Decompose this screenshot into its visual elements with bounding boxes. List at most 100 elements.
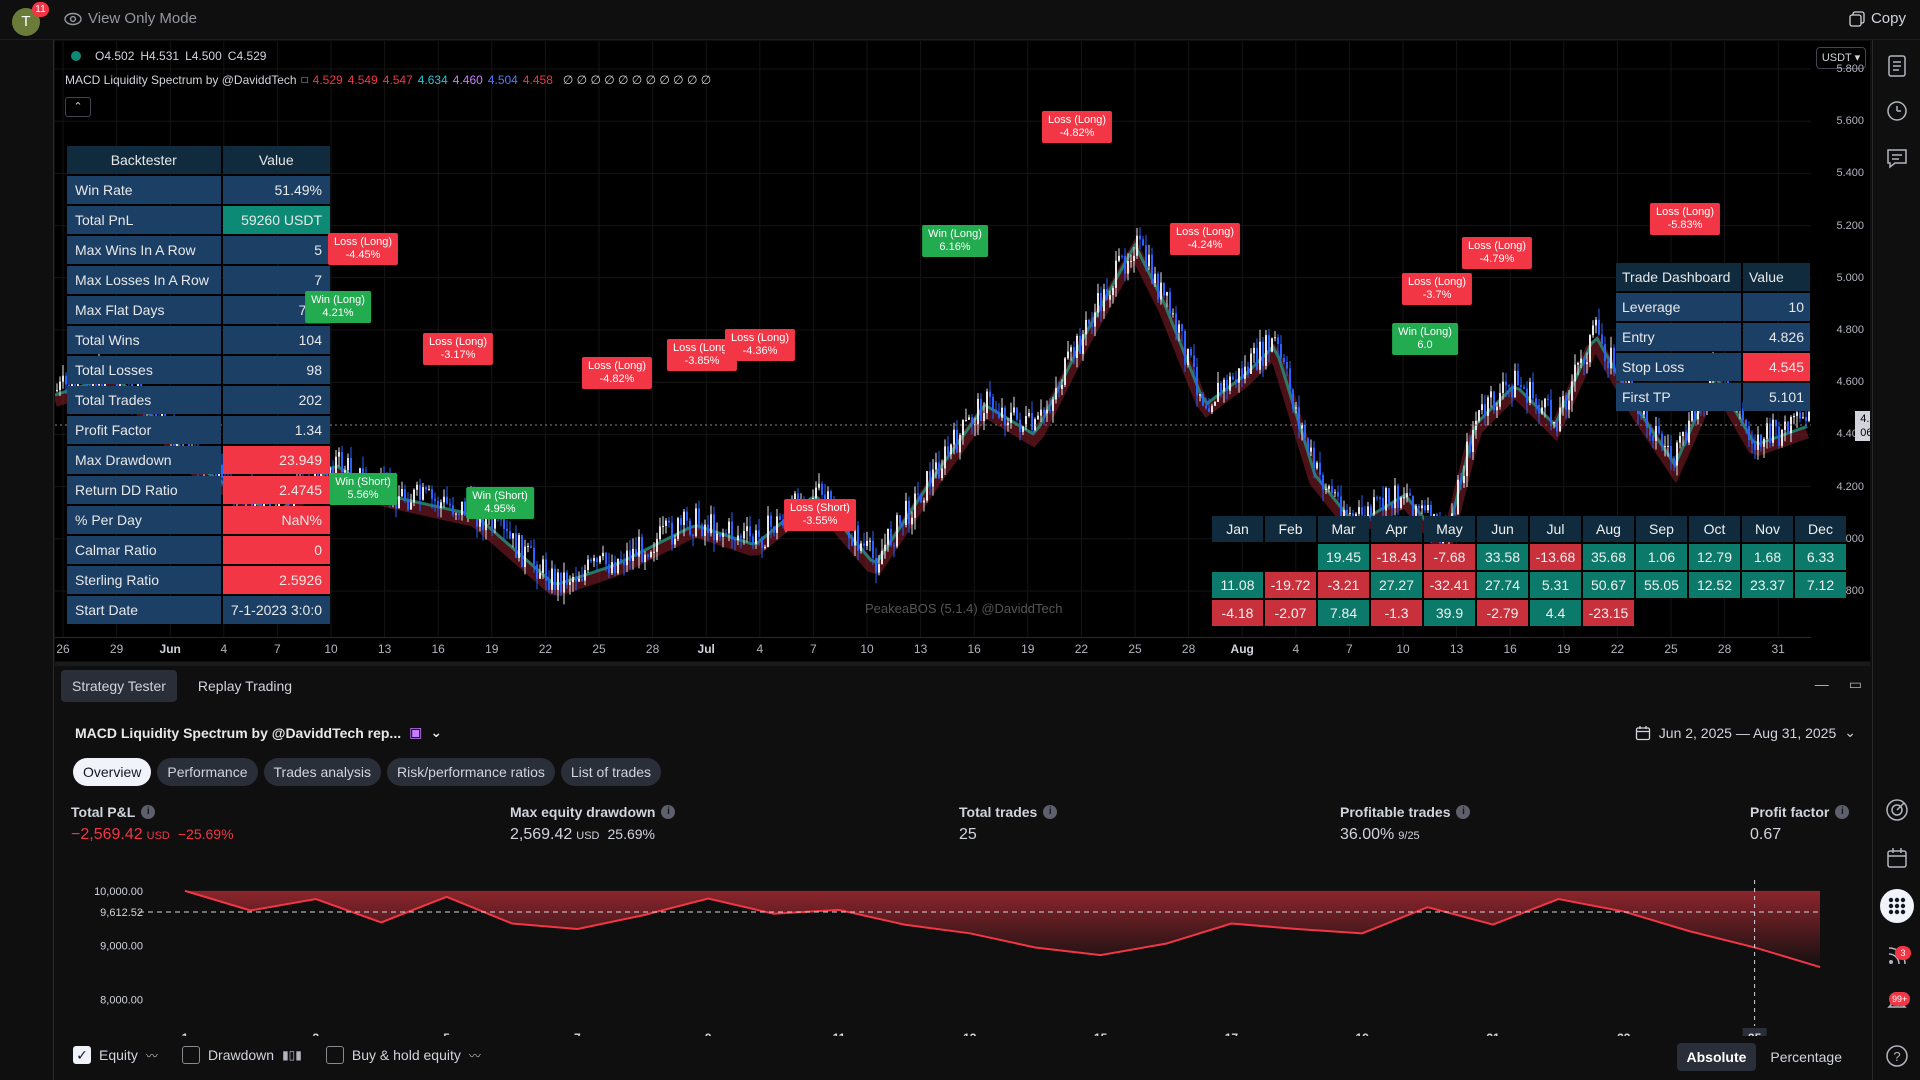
candle-body bbox=[1415, 505, 1417, 516]
watchlist-icon[interactable] bbox=[1883, 52, 1911, 80]
candle-body bbox=[1073, 347, 1075, 358]
candle-body bbox=[1136, 235, 1138, 256]
target-icon[interactable] bbox=[1883, 796, 1911, 824]
candle-body bbox=[1529, 381, 1531, 403]
candle-body bbox=[1250, 353, 1252, 374]
backtester-metric-value: 202 bbox=[222, 386, 330, 414]
month-header: Nov bbox=[1742, 516, 1793, 542]
subtab-overview[interactable]: Overview bbox=[73, 758, 152, 786]
currency-dropdown[interactable]: USDT ▾ bbox=[1816, 47, 1866, 69]
trade-dashboard-header: Trade Dashboard Value bbox=[1616, 263, 1810, 291]
candle-body bbox=[935, 462, 937, 470]
backtester-row: Total Trades 202 bbox=[67, 386, 330, 414]
help-icon[interactable]: ? bbox=[1883, 1042, 1911, 1070]
collapse-legend-button[interactable]: ⌃ bbox=[65, 97, 91, 117]
trade-label-loss: Loss (Long) -3.17% bbox=[422, 333, 494, 365]
candle-body bbox=[1040, 409, 1042, 416]
info-icon[interactable]: i bbox=[661, 805, 676, 819]
candle-body bbox=[1286, 362, 1288, 369]
candle-body bbox=[995, 409, 997, 413]
candle-body bbox=[701, 524, 703, 536]
strategy-selector[interactable]: MACD Liquidity Spectrum by @DaviddTech r… bbox=[75, 724, 442, 741]
time-tick: 25 bbox=[1128, 642, 1142, 656]
subtab-trades-analysis[interactable]: Trades analysis bbox=[263, 758, 382, 786]
monthly-row: 11.08 -19.72 -3.21 27.27 -32.41 27.74 5.31 50.6… bbox=[1212, 572, 1846, 598]
subtab-list-of-trades[interactable]: List of trades bbox=[560, 758, 662, 786]
subtab-risk-ratios[interactable]: Risk/performance ratios bbox=[387, 758, 555, 786]
time-tick: 7 bbox=[810, 642, 817, 656]
backtester-row: Max Flat Days784 bbox=[67, 296, 330, 324]
candle-body bbox=[965, 419, 967, 421]
alarm-clock-icon[interactable] bbox=[1883, 96, 1911, 124]
checkbox-box[interactable] bbox=[181, 1046, 200, 1064]
backtester-metric-value: 98 bbox=[222, 356, 330, 384]
tab-replay-trading[interactable]: Replay Trading bbox=[197, 678, 293, 694]
checkbox-box[interactable] bbox=[325, 1046, 344, 1064]
candle-body bbox=[893, 545, 895, 547]
candle-body bbox=[941, 468, 943, 478]
time-tick: 19 bbox=[1557, 642, 1571, 656]
price-chart[interactable]: O4.502 H4.531 L4.500 C4.529 MACD Liquidi… bbox=[55, 41, 1870, 661]
equity-chart[interactable]: 10,000.009,612.529,000.008,000.001357911… bbox=[55, 866, 1870, 1036]
candle-body bbox=[746, 526, 748, 532]
candle-body bbox=[1112, 287, 1114, 296]
info-icon[interactable]: i bbox=[141, 805, 156, 819]
trade-label-win: Win (Long) 6.0 bbox=[1392, 323, 1458, 355]
candle-body bbox=[362, 468, 364, 474]
candle-body bbox=[707, 524, 709, 534]
candle-body bbox=[1028, 412, 1030, 417]
backtester-metric-name: Total PnL bbox=[67, 206, 221, 234]
candle-body bbox=[485, 518, 487, 531]
trade-label-loss: Loss (Long) -4.79% bbox=[1461, 237, 1533, 269]
indicator-value: 4.504 bbox=[487, 73, 518, 87]
apps-grid-icon[interactable] bbox=[1879, 888, 1915, 924]
percentage-toggle[interactable]: Percentage bbox=[1770, 1049, 1842, 1065]
info-icon[interactable]: i bbox=[1456, 805, 1471, 819]
candle-body bbox=[1694, 408, 1696, 420]
chat-icon[interactable] bbox=[1883, 144, 1911, 172]
month-header: Jan bbox=[1212, 516, 1263, 542]
tab-strategy-tester[interactable]: Strategy Tester bbox=[61, 670, 177, 702]
candle-body bbox=[398, 496, 400, 509]
candle-body bbox=[500, 518, 502, 520]
candle-body bbox=[902, 523, 904, 525]
checkbox-buy-hold-equity[interactable]: Buy & hold equity 〰 bbox=[325, 1046, 481, 1064]
info-icon[interactable]: i bbox=[1835, 805, 1850, 819]
candle-body bbox=[1256, 347, 1258, 370]
indicator-legend[interactable]: MACD Liquidity Spectrum by @DaviddTech □… bbox=[65, 73, 711, 87]
time-tick: 31 bbox=[1771, 642, 1785, 656]
checkbox-drawdown[interactable]: Drawdown ▮▯▮ bbox=[181, 1046, 302, 1064]
backtester-metric-name: % Per Day bbox=[67, 506, 221, 534]
candle-body bbox=[1208, 408, 1210, 413]
subtab-performance[interactable]: Performance bbox=[157, 758, 258, 786]
candle-body bbox=[662, 526, 664, 528]
checkbox-equity[interactable]: ✓ Equity 〰 bbox=[73, 1046, 158, 1064]
info-icon[interactable]: i bbox=[1043, 805, 1058, 819]
monthly-return-cell: -7.68 bbox=[1424, 544, 1475, 570]
candle-body bbox=[887, 528, 889, 545]
candle-body bbox=[1310, 447, 1312, 452]
candle-body bbox=[347, 458, 349, 471]
checkbox-box[interactable]: ✓ bbox=[73, 1046, 91, 1064]
trade-label-loss: Loss (Long) -4.24% bbox=[1169, 223, 1241, 255]
trade-label-pct: -4.45% bbox=[345, 249, 381, 261]
candle-body bbox=[863, 543, 865, 546]
maximize-panel-icon[interactable]: ▭ bbox=[1848, 676, 1862, 692]
time-axis[interactable]: 26 29 Jun 4 7 10 13 16 19 22 25 28 Jul 4 7 10 13 16 19 22 25… bbox=[55, 637, 1811, 659]
absolute-toggle[interactable]: Absolute bbox=[1676, 1043, 1757, 1071]
trade-dashboard-row: Stop Loss 4.545 bbox=[1616, 353, 1810, 381]
candle-body bbox=[1247, 366, 1249, 374]
candle-body bbox=[1070, 347, 1072, 352]
copy-button[interactable]: Copy bbox=[1849, 10, 1906, 27]
candle-body bbox=[782, 519, 784, 526]
backtester-row: % Per Day NaN% bbox=[67, 506, 330, 534]
minimize-panel-icon[interactable]: — bbox=[1814, 676, 1829, 692]
candle-body bbox=[1403, 497, 1405, 499]
date-range-selector[interactable]: Jun 2, 2025 — Aug 31, 2025 ⌄ bbox=[1635, 724, 1856, 741]
candle-body bbox=[1781, 429, 1783, 446]
candle-body bbox=[1187, 349, 1189, 366]
monthly-return-cell: -2.07 bbox=[1265, 600, 1316, 626]
candle-body bbox=[629, 550, 631, 562]
indicator-settings-icon[interactable]: □ bbox=[301, 74, 308, 86]
calendar-icon[interactable] bbox=[1883, 844, 1911, 872]
